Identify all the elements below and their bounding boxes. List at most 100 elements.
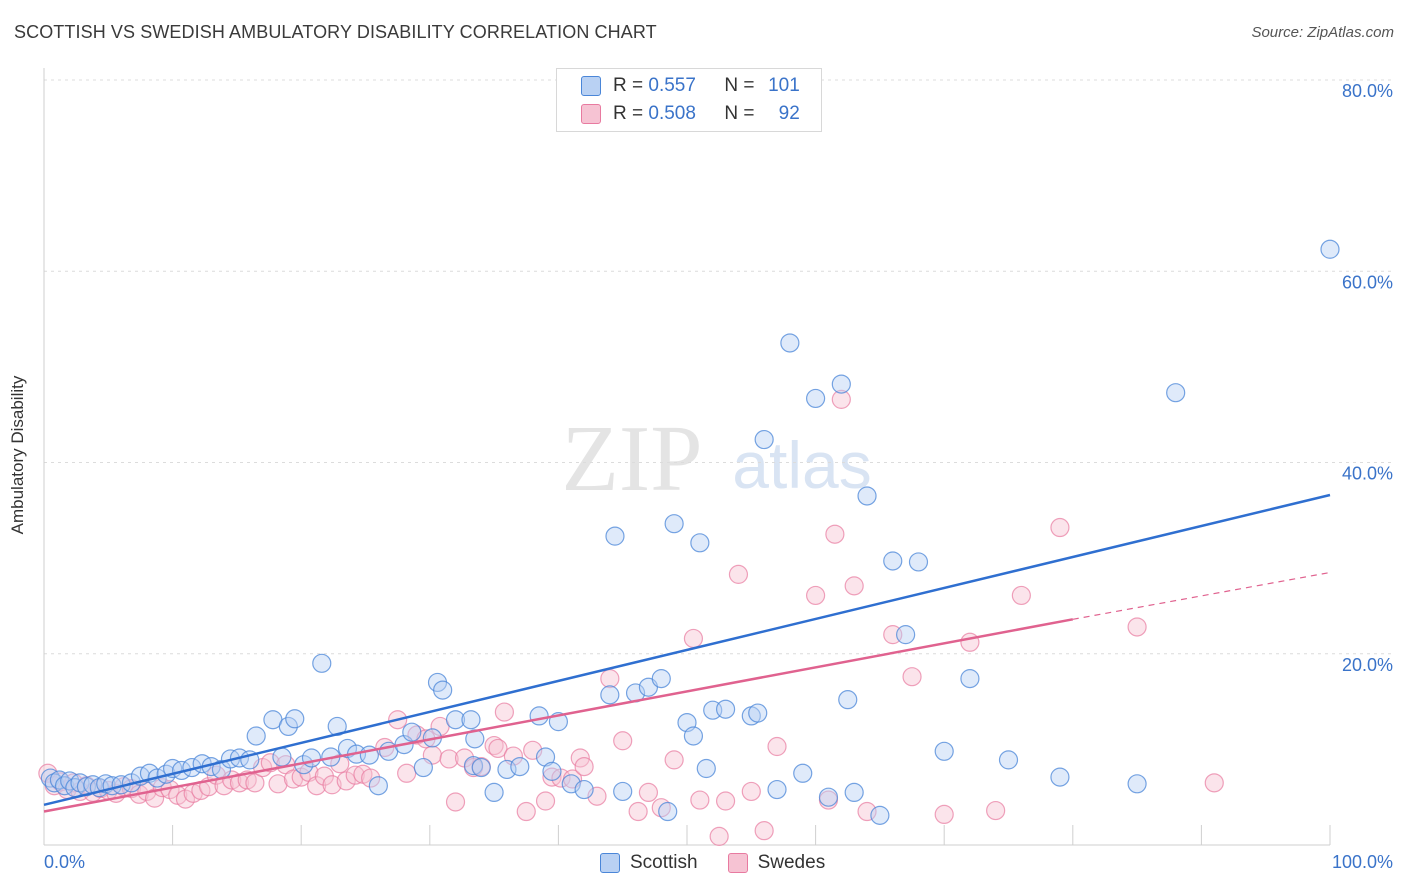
scottish-point — [857, 486, 877, 506]
trend-lines — [43, 493, 1331, 813]
legend-n-label: N = — [724, 75, 755, 96]
swedes-point — [439, 749, 459, 769]
scottish-point — [793, 763, 813, 783]
swedes-point — [1011, 585, 1031, 606]
swedes-point — [934, 804, 954, 825]
scottish-point — [1166, 383, 1186, 403]
swedes-point — [144, 788, 165, 808]
scottish-point — [542, 761, 562, 781]
scottish-point — [605, 526, 625, 546]
swedes-point — [1204, 773, 1224, 793]
scottish-point — [510, 756, 530, 777]
swedes-point — [600, 669, 620, 689]
scottish-point — [368, 776, 388, 796]
swedes-point — [825, 524, 845, 544]
scottish-point — [246, 726, 266, 746]
swedes-trend-extension — [1072, 571, 1331, 620]
legend-item-scottish[interactable]: Scottish — [600, 852, 698, 874]
legend-n-label: N = — [724, 103, 755, 124]
swedes-point — [516, 801, 536, 822]
series-legend: Scottish Swedes — [600, 852, 855, 874]
scottish-point — [285, 709, 305, 729]
watermark: ZIP atlas — [562, 407, 872, 511]
swedes-point — [175, 789, 196, 809]
scottish-point — [535, 747, 556, 767]
swedes-point — [741, 781, 761, 802]
legend-n-value: 92 — [778, 103, 800, 124]
legend-r-label: R = — [613, 75, 644, 96]
scottish-point — [767, 779, 787, 800]
scottish-point — [272, 747, 292, 767]
scottish-swatch — [581, 76, 601, 96]
watermark-atlas: atlas — [732, 428, 871, 502]
swedes-point — [638, 782, 659, 803]
watermark-zip: ZIP — [562, 407, 703, 511]
scottish-point — [690, 533, 710, 553]
scottish-point — [831, 374, 851, 394]
y-tick-label: 60.0% — [1342, 272, 1393, 292]
axes — [43, 68, 1331, 846]
swedes-point — [613, 731, 633, 751]
swedes-point — [986, 800, 1006, 821]
swedes-point — [709, 826, 729, 846]
scottish-point — [818, 787, 839, 807]
scottish-point — [1320, 239, 1340, 259]
swedes-point — [445, 792, 466, 812]
swedes-point — [767, 736, 787, 757]
scottish-point — [433, 680, 453, 700]
legend-item-swedes[interactable]: Swedes — [727, 852, 826, 874]
swedes-point — [715, 791, 736, 811]
scottish-point — [908, 552, 929, 572]
x-tick-label: 100.0% — [1332, 852, 1393, 872]
swedes-point — [728, 564, 749, 584]
swedes-point — [690, 790, 710, 810]
swedes-point — [805, 585, 826, 606]
swedes-swatch — [727, 853, 748, 873]
scottish-point — [844, 782, 864, 803]
legend-label-swedes: Swedes — [757, 852, 826, 873]
scottish-point — [463, 756, 484, 776]
legend-n-value: 101 — [768, 75, 800, 96]
scottish-point — [445, 710, 466, 730]
swedes-point — [902, 667, 922, 687]
scottish-trend-line — [43, 493, 1331, 807]
legend-row-scottish: R = 0.557 N = 101 — [581, 73, 800, 99]
legend-label-scottish: Scottish — [630, 852, 698, 873]
tick-labels: 20.0% 40.0% 60.0% 80.0% 0.0% 100.0% — [44, 81, 1393, 872]
scottish-point — [1050, 767, 1070, 787]
y-tick-label: 40.0% — [1342, 464, 1393, 484]
gridlines — [44, 79, 1392, 655]
scottish-point — [413, 757, 433, 778]
swedes-swatch — [581, 104, 601, 124]
scottish-point — [471, 757, 491, 778]
swedes-point — [1127, 617, 1147, 637]
scottish-point — [696, 758, 716, 779]
scottish-point — [683, 726, 704, 746]
source-label: Source: ZipAtlas.com — [1251, 24, 1394, 41]
scottish-point — [600, 685, 620, 705]
scottish-point — [883, 551, 903, 571]
legend-r-value: 0.508 — [648, 103, 696, 124]
scottish-point — [278, 716, 298, 737]
swedes-points — [38, 389, 1224, 846]
scottish-point — [461, 710, 481, 730]
scottish-point — [402, 722, 422, 742]
scottish-point — [934, 741, 954, 761]
legend-r-value: 0.557 — [648, 75, 696, 96]
scottish-point — [658, 801, 678, 822]
swedes-point — [574, 756, 594, 777]
stats-legend: R = 0.557 N = 101 R = 0.508 N = 92 — [556, 68, 822, 132]
swedes-point — [307, 776, 327, 796]
swedes-point — [664, 750, 684, 770]
swedes-point — [361, 768, 381, 788]
scottish-point — [49, 770, 70, 790]
y-tick-label: 20.0% — [1342, 655, 1393, 675]
scottish-point — [748, 703, 768, 723]
swedes-point — [488, 738, 508, 759]
scottish-point — [1127, 774, 1147, 794]
scottish-swatch — [600, 853, 620, 873]
swedes-point — [268, 774, 288, 794]
scottish-points — [40, 239, 1340, 825]
swedes-point — [844, 576, 864, 596]
